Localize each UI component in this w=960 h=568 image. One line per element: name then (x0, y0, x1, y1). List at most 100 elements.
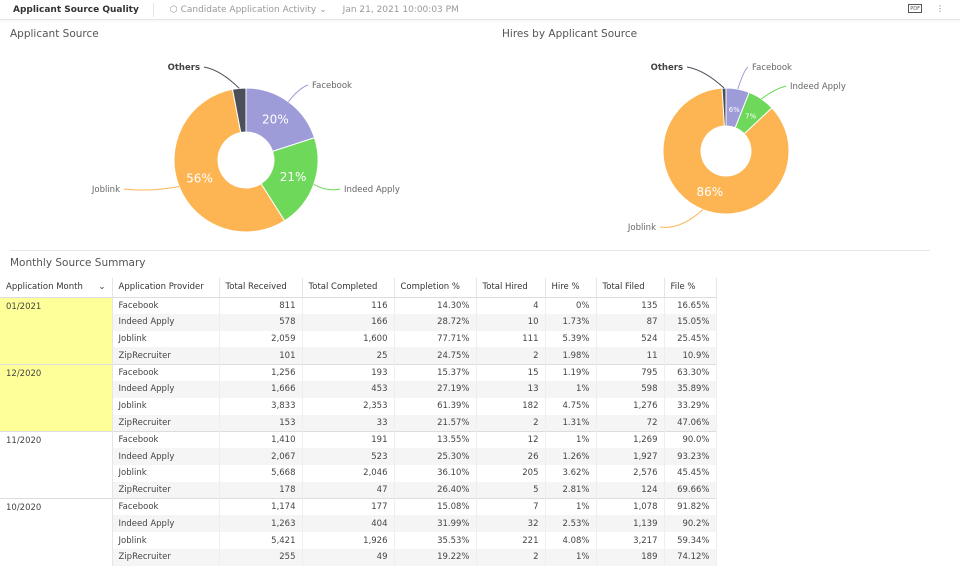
leader-line (659, 209, 704, 228)
value-cell: 15.05% (664, 313, 717, 331)
value-cell: 1.19% (545, 363, 597, 381)
value-cell: 101 (219, 347, 303, 365)
provider-cell: Facebook (112, 363, 220, 381)
value-cell: 14.30% (394, 297, 477, 314)
value-cell: 1% (545, 548, 597, 566)
value-cell: 33 (302, 414, 395, 432)
value-cell: 25.30% (394, 448, 477, 465)
value-cell: 2 (476, 548, 546, 566)
value-cell: 10 (476, 313, 546, 331)
value-cell: 49 (302, 548, 395, 566)
value-cell: 5,668 (219, 464, 303, 482)
value-cell: 2 (476, 414, 546, 432)
leader-line (287, 84, 309, 103)
value-cell: 1,263 (219, 515, 303, 533)
column-header-label: Total Completed (308, 282, 378, 293)
more-vertical-icon[interactable]: ⋮ (936, 4, 944, 13)
value-cell: 598 (596, 380, 665, 398)
slice-others[interactable] (231, 87, 247, 134)
value-cell: 1.73% (545, 313, 597, 331)
applicant-source-donut: 20% Facebook 21% Indeed Apply 56% Joblink Othe… (91, 63, 400, 233)
column-header[interactable]: Total Hired (476, 278, 546, 298)
table-title: Monthly Source Summary (10, 257, 146, 269)
value-cell: 21.57% (394, 414, 477, 432)
table-row: ZipRecruiter 153 33 21.57% 2 1.31% 72 47.06% (0, 414, 717, 432)
value-cell: 24.75% (394, 347, 477, 365)
table-row: Joblink 2,059 1,600 77.71% 111 5.39% 524 25.45% (0, 330, 717, 348)
slice-joblink[interactable] (173, 88, 286, 233)
value-cell: 2 (476, 347, 546, 365)
legend-label: Others (168, 63, 200, 73)
provider-cell: Indeed Apply (112, 313, 220, 331)
table-row: 12/2020 Facebook 1,256 193 15.37% 15 1.19% 795 6… (0, 363, 717, 432)
value-cell: 4 (476, 297, 546, 314)
value-cell: 47 (302, 481, 395, 499)
dataset-selector[interactable]: ⬡ Candidate Application Activity ⌄ (169, 4, 327, 15)
value-cell: 5,421 (219, 532, 303, 549)
value-cell: 1,276 (596, 397, 665, 415)
value-cell: 45.45% (664, 464, 717, 482)
value-cell: 1,666 (219, 380, 303, 398)
legend-label: Joblink (627, 223, 656, 233)
provider-cell: Joblink (112, 330, 220, 348)
value-cell: 124 (596, 481, 665, 499)
value-cell: 135 (596, 297, 665, 314)
slice-value-label: 20% (262, 113, 289, 127)
value-cell: 0% (545, 297, 597, 314)
column-header[interactable]: Completion % (394, 278, 477, 298)
column-header[interactable]: Total Completed (302, 278, 395, 298)
value-cell: 47.06% (664, 414, 717, 432)
column-header-label: Total Filed (602, 282, 645, 293)
value-cell: 72 (596, 414, 665, 432)
value-cell: 90.0% (664, 430, 717, 449)
value-cell: 15.37% (394, 363, 477, 381)
value-cell: 7 (476, 498, 546, 516)
value-cell: 2.53% (545, 515, 597, 533)
value-cell: 193 (302, 363, 395, 381)
value-cell: 178 (219, 481, 303, 499)
value-cell: 19.22% (394, 548, 477, 566)
provider-cell: Indeed Apply (112, 380, 220, 398)
column-header[interactable]: File % (664, 278, 717, 298)
table-row: Indeed Apply 1,666 453 27.19% 13 1% 598 35.89% (0, 380, 717, 398)
value-cell: 4.75% (545, 397, 597, 415)
value-cell: 191 (302, 430, 395, 449)
column-header-label: Completion % (400, 282, 460, 293)
column-header[interactable]: Total Filed (596, 278, 665, 298)
value-cell: 1.26% (545, 448, 597, 465)
cube-icon: ⬡ (169, 4, 178, 15)
value-cell: 2.81% (545, 481, 597, 499)
column-header[interactable]: Total Received (219, 278, 303, 298)
slice-indeed-apply[interactable] (260, 137, 319, 222)
leader-line (761, 85, 787, 100)
value-cell: 87 (596, 313, 665, 331)
column-header-label: Total Received (225, 282, 287, 293)
slice-joblink[interactable] (662, 87, 790, 215)
legend-label: Joblink (91, 185, 120, 195)
value-cell: 4.08% (545, 532, 597, 549)
slice-value-label: 21% (280, 170, 307, 184)
provider-cell: ZipRecruiter (112, 347, 220, 365)
column-header[interactable]: Application Month ⌄ (0, 278, 113, 298)
leader-line (686, 66, 725, 89)
value-cell: 182 (476, 397, 546, 415)
timestamp: Jan 21, 2021 10:00:03 PM (342, 4, 459, 15)
table-row: Joblink 3,833 2,353 61.39% 182 4.75% 1,276 33.2… (0, 397, 717, 415)
table-row: Joblink 5,421 1,926 35.53% 221 4.08% 3,217 59.3… (0, 532, 717, 549)
value-cell: 26.40% (394, 481, 477, 499)
month-cell: 11/2020 (0, 430, 113, 499)
value-cell: 1,269 (596, 430, 665, 449)
column-header[interactable]: Hire % (545, 278, 597, 298)
value-cell: 1% (545, 430, 597, 449)
leader-line (123, 186, 180, 191)
pdf-icon[interactable]: PDF (908, 4, 922, 13)
column-header[interactable]: Application Provider (112, 278, 220, 298)
chevron-down-icon[interactable]: ⌄ (98, 282, 106, 293)
value-cell: 1,600 (302, 330, 395, 348)
value-cell: 524 (596, 330, 665, 348)
value-cell: 5.39% (545, 330, 597, 348)
legend-label: Facebook (312, 81, 352, 91)
value-cell: 11 (596, 347, 665, 365)
slice-facebook[interactable] (245, 87, 316, 152)
provider-cell: Facebook (112, 498, 220, 516)
